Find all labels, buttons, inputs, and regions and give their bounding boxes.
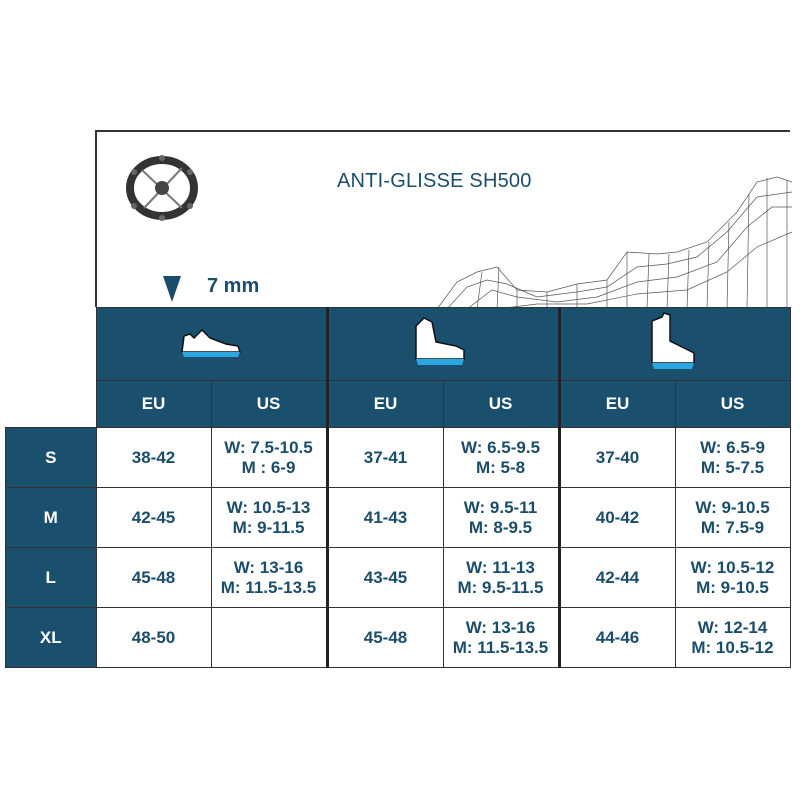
size-cell: W: 11-13 M: 9.5-11.5: [442, 547, 560, 608]
size-value: W: 13-16: [233, 557, 304, 577]
header-panel: ANTI-GLISSE SH500 7 mm: [95, 130, 792, 309]
size-cell: W: 12-14 M: 10.5-12: [674, 607, 791, 668]
size-cell: 37-40: [557, 427, 676, 488]
size-chart-table: EU US EU US EU US S 38-42 W: 7.5-10.5 M : 6…: [5, 307, 791, 668]
size-value: M: 11.5-13.5: [452, 637, 549, 657]
size-value: 37-40: [595, 447, 640, 467]
size-cell: 42-44: [557, 547, 676, 608]
size-value: W: 13-16: [465, 617, 536, 637]
size-cell: W: 6.5-9.5 M: 5-8: [442, 427, 560, 488]
size-cell: 40-42: [557, 487, 676, 548]
col-header: US: [210, 380, 328, 428]
size-value: 44-46: [595, 627, 640, 647]
size-cell: W: 13-16 M: 11.5-13.5: [210, 547, 328, 608]
spike-depth: 7 mm: [207, 275, 260, 297]
col-header: EU: [95, 380, 212, 428]
size-value: W: 11-13: [466, 557, 535, 577]
size-value: M: 9-10.5: [696, 577, 769, 597]
shoe-type-high: [557, 307, 791, 381]
size-value: W: 7.5-10.5: [224, 437, 313, 457]
size-value: 42-45: [131, 507, 176, 527]
size-value: 41-43: [363, 507, 408, 527]
size-cell: 48-50: [95, 607, 212, 668]
size-value: 45-48: [131, 567, 176, 587]
size-value: 45-48: [363, 627, 408, 647]
size-value: W: 6.5-9: [700, 437, 765, 457]
size-cell: 44-46: [557, 607, 676, 668]
size-value: W: 10.5-12: [690, 557, 775, 577]
mountain-wireframe-illustration: [437, 176, 792, 309]
size-value: 42-44: [595, 567, 640, 587]
size-value: W: 10.5-13: [226, 497, 311, 517]
size-label: M: [5, 487, 97, 548]
size-cell: 45-48: [325, 607, 444, 668]
size-cell: W: 10.5-12 M: 9-10.5: [674, 547, 791, 608]
size-cell: W: 6.5-9 M: 5-7.5: [674, 427, 791, 488]
size-cell: 41-43: [325, 487, 444, 548]
col-header: EU: [557, 380, 676, 428]
size-value: W: 9-10.5: [695, 497, 770, 517]
col-header: EU: [325, 380, 444, 428]
table-row: L 45-48 W: 13-16 M: 11.5-13.5 43-45 W: 11-13 M…: [5, 547, 791, 608]
size-value: W: 9.5-11: [463, 497, 538, 517]
size-value: M: 8-9.5: [468, 517, 533, 537]
size-value: M: 9.5-11.5: [457, 577, 544, 597]
col-header: US: [674, 380, 791, 428]
size-cell: 45-48: [95, 547, 212, 608]
size-value: M: 10.5-12: [691, 637, 774, 657]
shoe-type-low: [95, 307, 328, 381]
shoe-type-mid: [325, 307, 560, 381]
size-cell: W: 9.5-11 M: 8-9.5: [442, 487, 560, 548]
size-value: M: 9-11.5: [232, 517, 305, 537]
size-cell: W: 10.5-13 M: 9-11.5: [210, 487, 328, 548]
low-shoe-icon: [181, 328, 242, 357]
crampon-icon: [126, 155, 198, 221]
size-value: M: 11.5-13.5: [220, 577, 317, 597]
col-header: US: [442, 380, 560, 428]
mid-boot-icon: [415, 317, 465, 365]
size-value: M : 6-9: [241, 457, 296, 477]
table-row: M 42-45 W: 10.5-13 M: 9-11.5 41-43 W: 9.5-11 M…: [5, 487, 791, 548]
size-label: L: [5, 547, 97, 608]
size-cell: [210, 607, 328, 668]
spike-depth-icon: [163, 276, 181, 302]
size-value: 37-41: [363, 447, 408, 467]
size-label: S: [5, 427, 97, 488]
size-label: XL: [5, 607, 97, 668]
size-cell: 38-42: [95, 427, 212, 488]
size-value: M: 5-7.5: [700, 457, 765, 477]
size-cell: 42-45: [95, 487, 212, 548]
table-row: XL 48-50 45-48 W: 13-16 M: 11.5-13.5 44-46 W: …: [5, 607, 791, 668]
size-value: 38-42: [131, 447, 176, 467]
size-value: M: 5-8: [475, 457, 526, 477]
table-row: S 38-42 W: 7.5-10.5 M : 6-9 37-41 W: 6.5-9.5 M…: [5, 427, 791, 488]
size-value: M: 7.5-9: [700, 517, 765, 537]
size-value: W: 6.5-9.5: [460, 437, 541, 457]
size-cell: 37-41: [325, 427, 444, 488]
size-value: W: 12-14: [697, 617, 768, 637]
size-value: 48-50: [131, 627, 176, 647]
product-title: ANTI-GLISSE SH500: [337, 170, 532, 192]
size-value: 43-45: [363, 567, 408, 587]
high-boot-icon: [651, 311, 695, 369]
size-cell: W: 9-10.5 M: 7.5-9: [674, 487, 791, 548]
size-value: 40-42: [595, 507, 640, 527]
size-cell: W: 7.5-10.5 M : 6-9: [210, 427, 328, 488]
size-cell: W: 13-16 M: 11.5-13.5: [442, 607, 560, 668]
size-cell: 43-45: [325, 547, 444, 608]
